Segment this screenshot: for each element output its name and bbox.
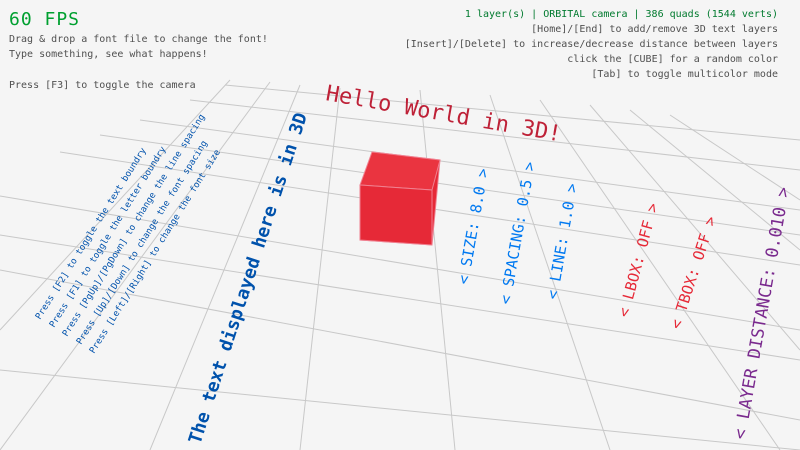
help-distance: [Insert]/[Delete] to increase/decrease d… [404,39,778,50]
grid-line [149,84,301,450]
grid-line [0,79,231,331]
fps-counter: 60 FPS [9,9,81,30]
option-label[interactable]: < TBOX: OFF > [667,214,720,331]
grid-line [299,87,341,450]
status-line: 1 layer(s) | ORBITAL camera | 386 quads … [464,9,778,20]
instruction-line: Press [Up]/[Down] to change the font spa… [75,139,210,346]
instruction-lines: Press [F2] to toggle the text boundry Pr… [34,113,223,356]
help-camera: Press [F3] to toggle the camera [9,80,196,91]
grid-line [0,195,800,331]
option-label[interactable]: < SIZE: 8.0 > [454,167,492,286]
color-cube[interactable] [359,151,441,246]
option-label[interactable]: < SPACING: 0.5 > [496,160,539,305]
grid-line [629,109,800,251]
grid-line [539,99,781,450]
grid-line [0,234,800,361]
grid-line [139,119,800,211]
grid-line [669,114,800,201]
help-cube: click the [CUBE] for a random color [567,54,778,65]
grid-line [0,269,800,421]
grid-line [489,94,611,450]
help-layers: [Home]/[End] to add/remove 3D text layer… [531,24,778,35]
grid-line [224,84,800,141]
help-drag-drop: Drag & drop a font file to change the fo… [9,34,268,45]
ground-grid [0,79,800,450]
grid-line [0,81,271,450]
grid-line [99,134,800,236]
grid-line [0,369,800,450]
grid-line [189,99,800,171]
big-3d-text: The text displayed here is in 3D [185,110,312,446]
option-label[interactable]: < LAYER DISTANCE: 0.010 > [730,185,794,440]
grid-line [589,104,800,351]
help-multicolor: [Tab] to toggle multicolor mode [591,69,778,80]
grid-line [419,89,456,450]
option-label[interactable]: < LINE: 1.0 > [543,182,581,301]
help-type: Type something, see what happens! [9,49,208,60]
